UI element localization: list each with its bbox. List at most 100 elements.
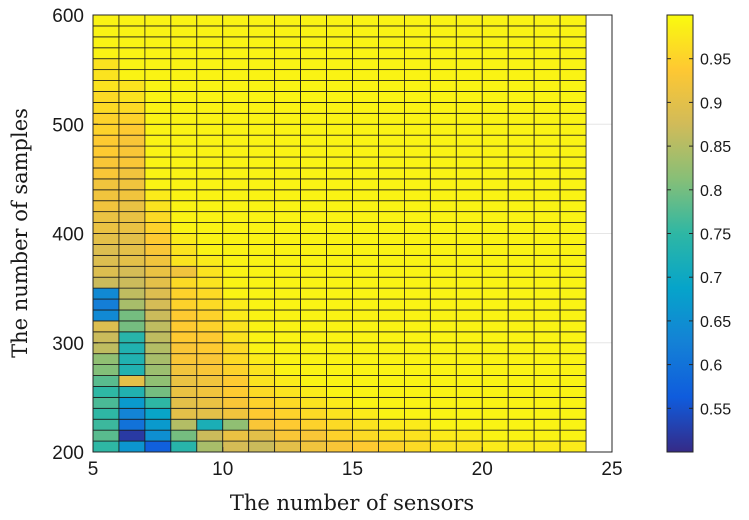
heatmap-cell: [326, 244, 353, 256]
heatmap-cell: [403, 375, 431, 387]
heatmap-cell: [170, 69, 198, 81]
colorbar-tick-label: 0.85: [700, 139, 731, 156]
heatmap-cell: [248, 123, 276, 136]
heatmap-cell: [248, 254, 276, 267]
heatmap-cell: [92, 123, 120, 136]
heatmap-cell: [92, 320, 120, 333]
heatmap-cell: [144, 364, 172, 376]
heatmap-cell: [196, 80, 224, 92]
heatmap-cell: [533, 211, 561, 223]
heatmap-cell: [533, 331, 561, 344]
heatmap-cell: [118, 102, 146, 114]
heatmap-cell: [300, 342, 327, 355]
heatmap-cell: [118, 167, 146, 180]
heatmap-cell: [144, 331, 172, 344]
heatmap-cell: [403, 364, 431, 376]
heatmap-cell: [559, 58, 587, 71]
heatmap-cell: [559, 156, 587, 169]
heatmap-cell: [403, 47, 431, 60]
heatmap-cell: [170, 331, 198, 344]
heatmap-cell: [300, 320, 327, 333]
heatmap-cell: [196, 222, 224, 234]
heatmap-cell: [196, 298, 224, 311]
heatmap-cell: [559, 244, 587, 256]
heatmap-cell: [170, 91, 198, 103]
heatmap-cell: [300, 429, 327, 442]
heatmap-cell: [352, 331, 379, 344]
heatmap-cell: [429, 364, 457, 376]
colorbar-tick-label: 0.7: [700, 270, 722, 287]
heatmap-cell: [92, 353, 120, 365]
heatmap-cell: [455, 254, 483, 267]
heatmap-cell: [533, 342, 561, 355]
heatmap-cell: [533, 167, 561, 180]
y-tick-label: 600: [52, 6, 84, 27]
y-tick-label: 200: [52, 443, 84, 464]
heatmap-cell: [429, 342, 457, 355]
heatmap-cell: [352, 134, 379, 147]
heatmap-cell: [403, 156, 431, 169]
heatmap-cell: [300, 276, 327, 289]
heatmap-cell: [326, 156, 353, 169]
heatmap-cell: [429, 386, 457, 398]
heatmap-cell: [274, 331, 301, 344]
heatmap-cell: [144, 342, 172, 355]
heatmap-cell: [378, 91, 405, 103]
heatmap-cell: [352, 178, 379, 191]
heatmap-cell: [352, 429, 379, 442]
heatmap-cell: [222, 80, 250, 92]
heatmap-cell: [170, 364, 198, 376]
heatmap-cell: [429, 287, 457, 300]
heatmap-cell: [533, 36, 561, 49]
heatmap-cell: [144, 25, 172, 38]
heatmap-cell: [481, 276, 509, 289]
heatmap-cell: [429, 134, 457, 147]
heatmap-cell: [92, 287, 120, 300]
colorbar-tick-label: 0.65: [700, 314, 731, 331]
heatmap-cell: [378, 167, 405, 180]
heatmap-cell: [378, 80, 405, 92]
heatmap-cell: [481, 47, 509, 60]
heatmap-cell: [248, 167, 276, 180]
heatmap-cell: [170, 342, 198, 355]
heatmap-cell: [403, 58, 431, 71]
heatmap-cell: [248, 276, 276, 289]
heatmap-cell: [92, 80, 120, 92]
heatmap-cell: [222, 47, 250, 60]
heatmap-cell: [170, 320, 198, 333]
heatmap-cell: [222, 222, 250, 234]
heatmap-cell: [378, 145, 405, 158]
heatmap-cell: [170, 396, 198, 409]
heatmap-cell: [352, 287, 379, 300]
heatmap-cell: [118, 189, 146, 202]
heatmap-cell: [352, 244, 379, 256]
heatmap-cell: [118, 287, 146, 300]
heatmap-cell: [326, 364, 353, 376]
heatmap-cell: [274, 178, 301, 191]
heatmap-cell: [403, 211, 431, 223]
heatmap-cell: [403, 36, 431, 49]
heatmap-cell: [403, 287, 431, 300]
heatmap-cell: [222, 102, 250, 114]
heatmap-cell: [533, 364, 561, 376]
heatmap-cell: [118, 244, 146, 256]
heatmap-cell: [326, 211, 353, 223]
heatmap-cell: [274, 364, 301, 376]
heatmap-cell: [429, 58, 457, 71]
heatmap-cell: [144, 123, 172, 136]
heatmap-cell: [300, 14, 327, 27]
heatmap-cell: [352, 102, 379, 114]
heatmap-cell: [222, 58, 250, 71]
heatmap-cell: [403, 233, 431, 245]
heatmap-cell: [274, 145, 301, 158]
heatmap-cell: [403, 309, 431, 322]
heatmap-cell: [507, 36, 535, 49]
heatmap-cell: [403, 189, 431, 202]
heatmap-cell: [248, 342, 276, 355]
heatmap-cell: [352, 386, 379, 398]
heatmap-cell: [170, 309, 198, 322]
heatmap-cell: [403, 265, 431, 278]
heatmap-cell: [92, 47, 120, 60]
heatmap-cell: [481, 36, 509, 49]
heatmap-cell: [326, 25, 353, 38]
